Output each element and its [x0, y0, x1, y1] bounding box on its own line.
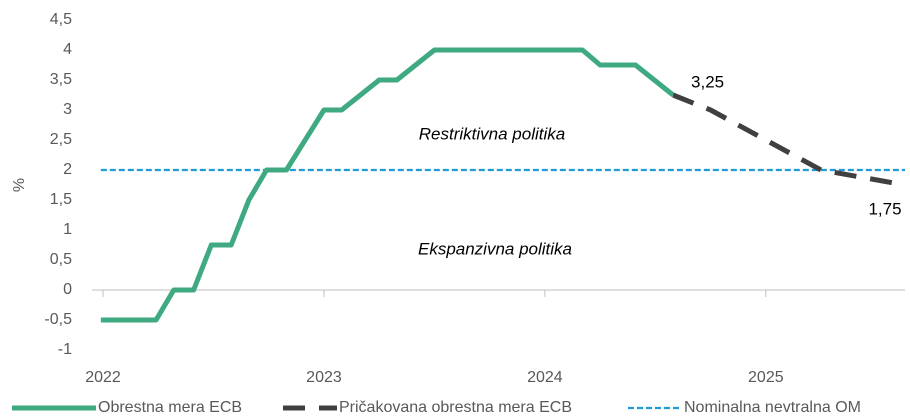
legend-label: Nominalna nevtralna OM — [684, 399, 861, 416]
y-tick-label: -1 — [58, 341, 72, 358]
y-tick-label: 3,5 — [50, 71, 72, 88]
series-line — [672, 92, 906, 188]
x-tick-label: 2024 — [527, 369, 563, 386]
data-label: 3,25 — [691, 72, 724, 91]
legend-label: Obrestna mera ECB — [98, 399, 242, 416]
y-tick-label: 3 — [63, 101, 72, 118]
data-label: 1,75 — [868, 199, 901, 218]
y-tick-label: 4,5 — [50, 11, 72, 28]
y-tick-label: -0,5 — [44, 311, 72, 328]
annotation: Ekspanzivna politika — [418, 239, 572, 258]
series-line — [100, 47, 675, 323]
y-tick-label: 0 — [63, 281, 72, 298]
y-tick-label: 0,5 — [50, 251, 72, 268]
x-tick-label: 2022 — [85, 369, 121, 386]
y-tick-label: 1 — [63, 221, 72, 238]
x-tick-label: 2025 — [748, 369, 784, 386]
x-tick-label: 2023 — [306, 369, 342, 386]
y-axis-label: % — [11, 178, 28, 192]
annotation: Restriktivna politika — [419, 124, 565, 143]
y-tick-label: 2,5 — [50, 131, 72, 148]
legend-label: Pričakovana obrestna mera ECB — [339, 399, 572, 416]
y-tick-label: 4 — [63, 41, 72, 58]
y-tick-label: 1,5 — [50, 191, 72, 208]
y-tick-label: 2 — [63, 161, 72, 178]
